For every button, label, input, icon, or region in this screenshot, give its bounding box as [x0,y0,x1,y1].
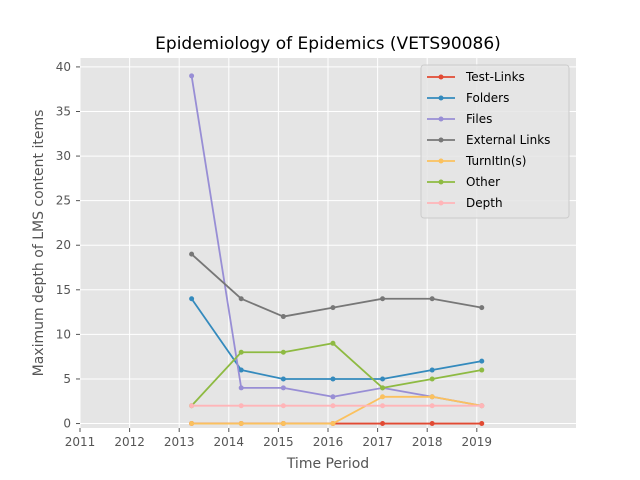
x-tick-label: 2012 [114,435,145,449]
y-tick-label: 0 [63,417,71,431]
x-axis-ticks: 2011 2012 2013 2014 2015 2016 2017 2018 2019 [65,428,492,449]
legend-label: External Links [466,133,550,147]
legend-swatch-marker [438,74,444,80]
data-point-folders [330,376,336,382]
legend-label: Folders [466,91,509,105]
y-axis-ticks: 0 5 10 15 20 25 30 35 40 [56,60,80,431]
data-point-test-links [380,421,386,427]
data-point-other [429,376,435,382]
data-point-other [280,349,286,355]
legend-item: TurnItIn(s) [427,154,526,168]
data-point-external-links [189,251,195,257]
data-point-other [238,349,244,355]
legend-label: Other [466,175,500,189]
legend: Test-Links Folders Files External Links Turn… [420,64,570,219]
data-point-depth [380,403,386,409]
legend-swatch-marker [438,179,444,185]
y-tick-label: 35 [56,104,71,118]
x-axis-label: Time Period [286,456,369,472]
y-tick-label: 5 [63,372,71,386]
legend-box [420,64,570,219]
data-point-folders [189,296,195,302]
data-point-external-links [380,296,386,302]
data-point-turnitin-s [330,421,336,427]
x-tick-label: 2013 [164,435,195,449]
legend-item: Folders [427,91,509,105]
y-tick-label: 40 [56,60,71,74]
data-point-turnitin-s [238,421,244,427]
legend-swatch-marker [438,95,444,101]
data-point-folders [280,376,286,382]
data-point-other [479,367,485,373]
x-tick-label: 2015 [263,435,294,449]
legend-swatch-marker [438,137,444,143]
y-tick-label: 20 [56,238,71,252]
legend-label: Files [466,112,492,126]
legend-swatch-marker [438,116,444,122]
x-tick-label: 2014 [214,435,245,449]
data-point-external-links [330,305,336,311]
x-tick-label: 2017 [362,435,393,449]
series-layer [189,73,485,427]
data-point-turnitin-s [189,421,195,427]
data-point-test-links [479,421,485,427]
y-tick-label: 10 [56,327,71,341]
data-point-external-links [479,305,485,311]
data-point-files [238,385,244,391]
legend-item: External Links [427,133,550,147]
data-point-depth [280,403,286,409]
data-point-depth [429,403,435,409]
data-point-turnitin-s [429,394,435,400]
data-point-other [330,340,336,346]
series-folders [189,296,485,382]
y-tick-label: 30 [56,149,71,163]
y-tick-label: 15 [56,283,71,297]
data-point-turnitin-s [380,394,386,400]
data-point-files [189,73,195,79]
y-tick-label: 25 [56,194,71,208]
data-point-folders [429,367,435,373]
data-point-files [330,394,336,400]
legend-label: Depth [466,196,503,210]
x-tick-label: 2011 [65,435,96,449]
data-point-external-links [280,314,286,320]
y-axis-label: Maximum depth of LMS content items [31,110,47,377]
legend-label: TurnItIn(s) [465,154,526,168]
legend-item: Other [427,175,500,189]
x-tick-label: 2018 [412,435,443,449]
data-point-test-links [429,421,435,427]
data-point-depth [189,403,195,409]
series-turnitin-s [189,394,485,427]
legend-swatch-marker [438,200,444,206]
legend-item: Depth [427,196,503,210]
x-tick-label: 2016 [313,435,344,449]
legend-swatch-marker [438,158,444,164]
data-point-other [380,385,386,391]
data-point-external-links [238,296,244,302]
legend-label: Test-Links [465,70,525,84]
series-external-links [189,251,485,320]
series-depth [189,403,485,409]
legend-item: Test-Links [427,70,525,84]
data-point-depth [238,403,244,409]
data-point-depth [330,403,336,409]
data-point-folders [238,367,244,373]
data-point-turnitin-s [280,421,286,427]
data-point-depth [479,403,485,409]
data-point-folders [380,376,386,382]
data-point-files [280,385,286,391]
chart-title: Epidemiology of Epidemics (VETS90086) [155,34,501,54]
x-tick-label: 2019 [462,435,493,449]
data-point-folders [479,358,485,364]
data-point-external-links [429,296,435,302]
legend-item: Files [427,112,492,126]
